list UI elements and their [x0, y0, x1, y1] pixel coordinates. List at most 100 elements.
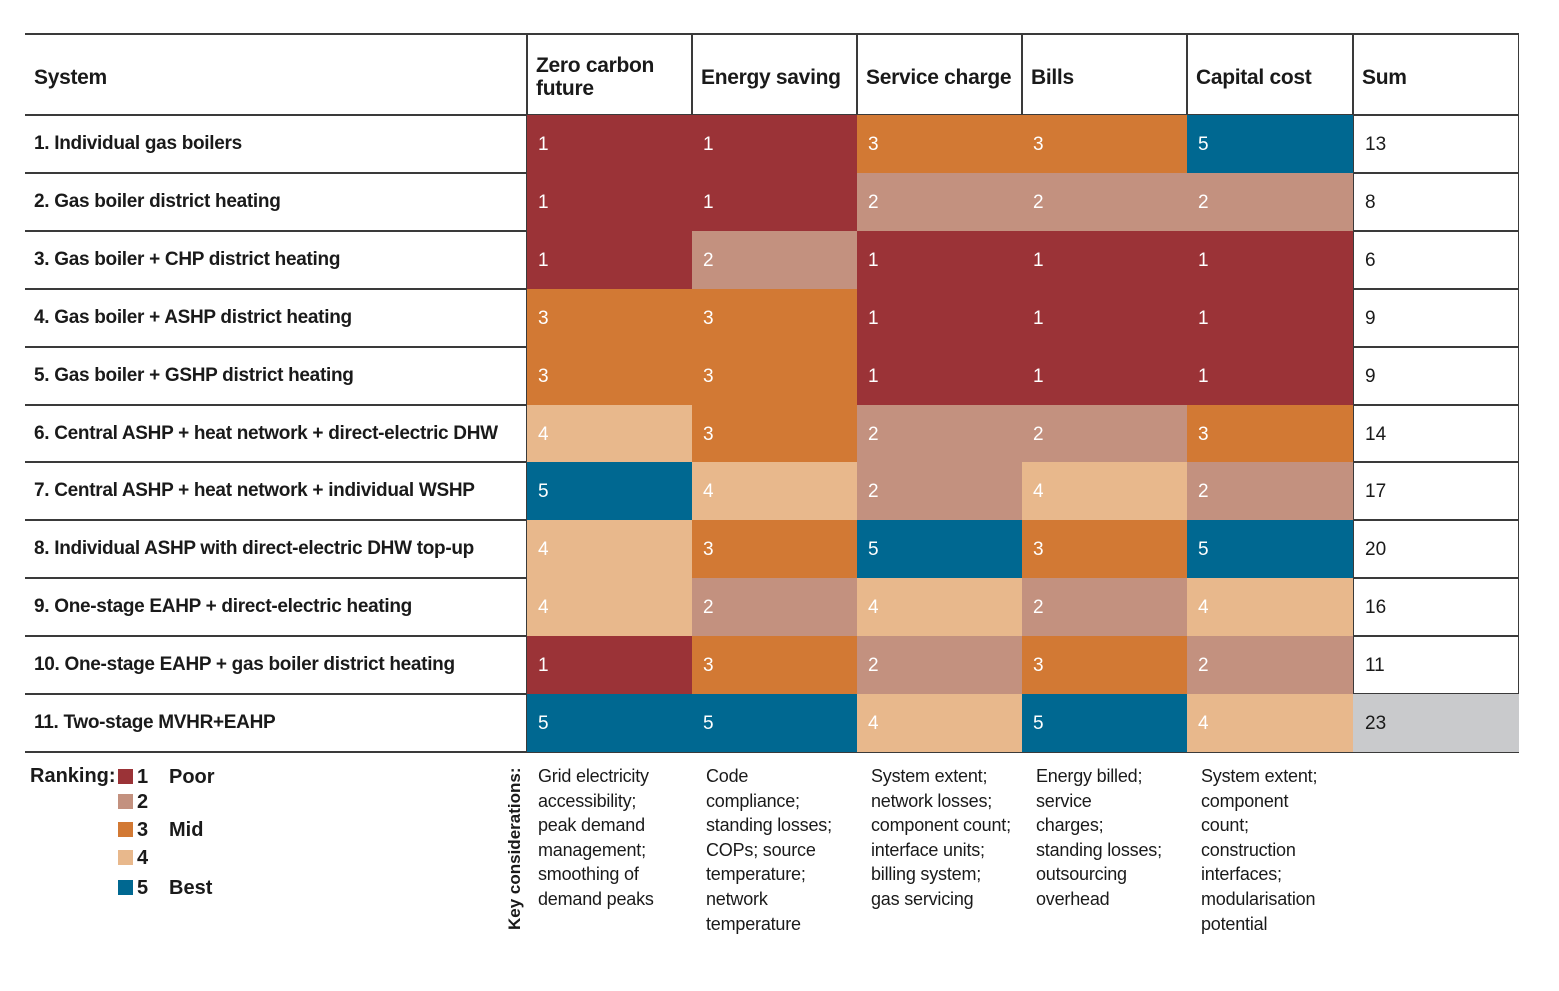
score-cell [1187, 172, 1353, 232]
consideration-line: smoothing of [538, 864, 639, 885]
score-value: 1 [868, 249, 879, 271]
sum-value: 14 [1365, 423, 1387, 445]
consideration-line: charges; [1036, 815, 1104, 836]
consideration-line: overhead [1036, 888, 1110, 909]
score-cell [857, 520, 1022, 579]
consideration-line: System extent; [871, 766, 988, 786]
score-value: 2 [868, 423, 879, 445]
consideration-line: compliance; [706, 790, 800, 811]
score-cell [527, 694, 692, 753]
sum-value: 17 [1365, 481, 1387, 503]
score-value: 3 [1198, 423, 1209, 445]
consideration-line: network losses; [871, 790, 993, 811]
column-rule [1352, 34, 1354, 752]
score-value: 2 [868, 655, 879, 677]
system-label: 7. Central ASHP + heat network + individ… [34, 480, 475, 502]
score-cell [1187, 578, 1353, 637]
legend-swatch [118, 769, 133, 784]
score-value: 1 [1198, 307, 1209, 329]
score-cell [857, 288, 1022, 348]
score-value: 5 [868, 539, 879, 561]
score-value: 3 [703, 539, 714, 561]
legend-rank: 5 [137, 877, 149, 899]
score-cell [1022, 636, 1187, 695]
score-cell [857, 230, 1022, 290]
score-cell [1187, 520, 1353, 579]
legend-rank: 4 [137, 847, 149, 869]
score-cell [527, 115, 692, 174]
score-cell [527, 230, 692, 290]
score-value: 3 [868, 134, 879, 155]
score-cell [857, 172, 1022, 232]
score-value: 4 [538, 539, 549, 561]
score-cell [1022, 288, 1187, 348]
score-value: 1 [1198, 365, 1209, 387]
legend-rank: 3 [137, 819, 149, 841]
legend-swatch [118, 822, 133, 837]
score-cell [1187, 636, 1353, 695]
score-value: 3 [1033, 134, 1044, 155]
score-value: 2 [1033, 191, 1044, 213]
score-cell [527, 288, 692, 348]
score-value: 3 [538, 307, 549, 329]
score-cell [692, 462, 857, 521]
sum-value: 11 [1365, 655, 1385, 677]
consideration-line: service [1036, 790, 1092, 811]
column-header: Sum [1362, 66, 1407, 89]
consideration-line: Code [706, 766, 749, 786]
legend-swatch [118, 794, 133, 809]
sum-value: 8 [1365, 191, 1376, 213]
system-label: 6. Central ASHP + heat network + direct-… [34, 422, 498, 444]
sum-value: 9 [1365, 365, 1376, 387]
score-value: 2 [703, 249, 714, 271]
score-value: 3 [703, 655, 714, 677]
column-header: Bills [1031, 66, 1074, 89]
score-value: 1 [538, 655, 549, 677]
sum-value: 13 [1365, 134, 1387, 155]
score-cell [1187, 404, 1353, 463]
system-label: 2. Gas boiler district heating [34, 190, 281, 212]
consideration-line: potential [1201, 913, 1268, 934]
consideration-line: Grid electricity [538, 766, 649, 786]
column-header: Service charge [866, 66, 1012, 89]
score-cell [1022, 115, 1187, 174]
consideration-line: demand peaks [538, 888, 654, 909]
column-header: Zero carbon future [536, 54, 655, 100]
consideration-line: gas servicing [871, 888, 974, 909]
system-label: 1. Individual gas boilers [34, 133, 242, 154]
consideration-line: COPs; source [706, 839, 816, 860]
consideration-line: temperature [706, 913, 801, 934]
score-value: 3 [703, 365, 714, 387]
score-cell [1187, 115, 1353, 174]
score-value: 1 [703, 191, 714, 213]
score-value: 2 [1198, 481, 1209, 503]
legend-label: Best [169, 877, 213, 899]
score-cell [1022, 578, 1187, 637]
score-value: 1 [868, 365, 879, 387]
score-cell [857, 346, 1022, 405]
score-cell [692, 172, 857, 232]
score-value: 4 [868, 597, 879, 619]
score-cell [692, 636, 857, 695]
score-cell [1022, 462, 1187, 521]
score-value: 5 [1198, 134, 1209, 155]
consideration-line: network [706, 888, 768, 909]
score-cell [692, 230, 857, 290]
score-cell [857, 462, 1022, 521]
score-cell [527, 172, 692, 232]
score-value: 3 [1033, 655, 1044, 677]
score-value: 4 [1198, 713, 1209, 734]
score-cell [857, 578, 1022, 637]
score-value: 5 [703, 713, 714, 734]
score-cell [857, 694, 1022, 753]
score-value: 2 [1033, 597, 1044, 619]
consideration-line: accessibility; [538, 790, 637, 811]
legend-label: Mid [169, 819, 204, 841]
system-label: 9. One-stage EAHP + direct-electric heat… [34, 596, 412, 618]
table-top-rule [25, 33, 1519, 35]
consideration-text: System extent; component count; constructio… [1201, 764, 1361, 936]
score-value: 3 [538, 365, 549, 387]
system-label: 5. Gas boiler + GSHP district heating [34, 364, 354, 386]
score-value: 4 [868, 713, 879, 734]
sum-highlight [1353, 694, 1519, 753]
